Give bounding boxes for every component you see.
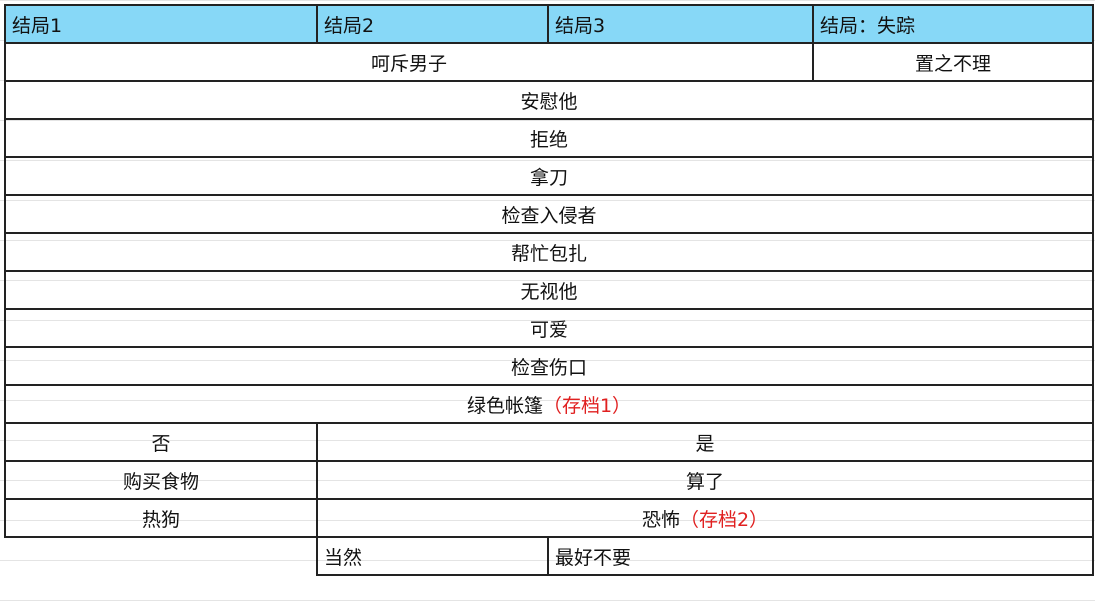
cell-ignore-him[interactable]: 无视他 [4,270,1094,310]
header-ending-3[interactable]: 结局3 [547,4,814,44]
cell-ignore[interactable]: 置之不理 [812,42,1094,82]
header-ending-missing[interactable]: 结局：失踪 [812,4,1094,44]
save-point-label: （存档2） [679,508,769,531]
cell-help-bandage[interactable]: 帮忙包扎 [4,232,1094,272]
table-row: 当然 最好不要 [5,536,1094,576]
header-ending-2[interactable]: 结局2 [316,4,549,44]
cell-green-tent[interactable]: 绿色帐篷（存档1） [4,384,1094,424]
table-row: 帮忙包扎 [4,232,1094,272]
cell-better-not[interactable]: 最好不要 [547,536,1094,576]
save-point-label: （存档1） [542,394,632,417]
cell-buy-food[interactable]: 购买食物 [4,460,318,500]
cell-comfort[interactable]: 安慰他 [4,80,1094,120]
table-row: 热狗 恐怖（存档2） [4,498,1094,538]
table-row: 否 是 [4,422,1094,462]
table-row: 拿刀 [4,156,1094,196]
table-row: 无视他 [4,270,1094,310]
table-row: 可爱 [4,308,1094,348]
choice-text: 恐怖 [641,508,680,531]
cell-scold-man[interactable]: 呵斥男子 [4,42,814,82]
table-row: 绿色帐篷（存档1） [4,384,1094,424]
table-row: 检查入侵者 [4,194,1094,234]
table-row: 拒绝 [4,118,1094,158]
header-row: 结局1 结局2 结局3 结局：失踪 [4,4,1094,44]
table-row: 安慰他 [4,80,1094,120]
header-ending-1[interactable]: 结局1 [4,4,318,44]
cell-yes[interactable]: 是 [316,422,1094,462]
cell-of-course[interactable]: 当然 [316,536,549,576]
cell-forget-it[interactable]: 算了 [316,460,1094,500]
cell-cute[interactable]: 可爱 [4,308,1094,348]
table-row: 检查伤口 [4,346,1094,386]
cell-check-wound[interactable]: 检查伤口 [4,346,1094,386]
cell-check-intruder[interactable]: 检查入侵者 [4,194,1094,234]
cell-refuse[interactable]: 拒绝 [4,118,1094,158]
table-row: 购买食物 算了 [4,460,1094,500]
table-row: 呵斥男子 置之不理 [4,42,1094,82]
cell-scary[interactable]: 恐怖（存档2） [316,498,1094,538]
cell-take-knife[interactable]: 拿刀 [4,156,1094,196]
empty-cell[interactable] [5,537,318,575]
choice-text: 绿色帐篷 [466,394,543,417]
story-branch-table: 结局1 结局2 结局3 结局：失踪 呵斥男子 置之不理 安慰他 拒绝 拿刀 检查… [4,4,1094,576]
cell-no[interactable]: 否 [4,422,318,462]
cell-hotdog[interactable]: 热狗 [4,498,318,538]
